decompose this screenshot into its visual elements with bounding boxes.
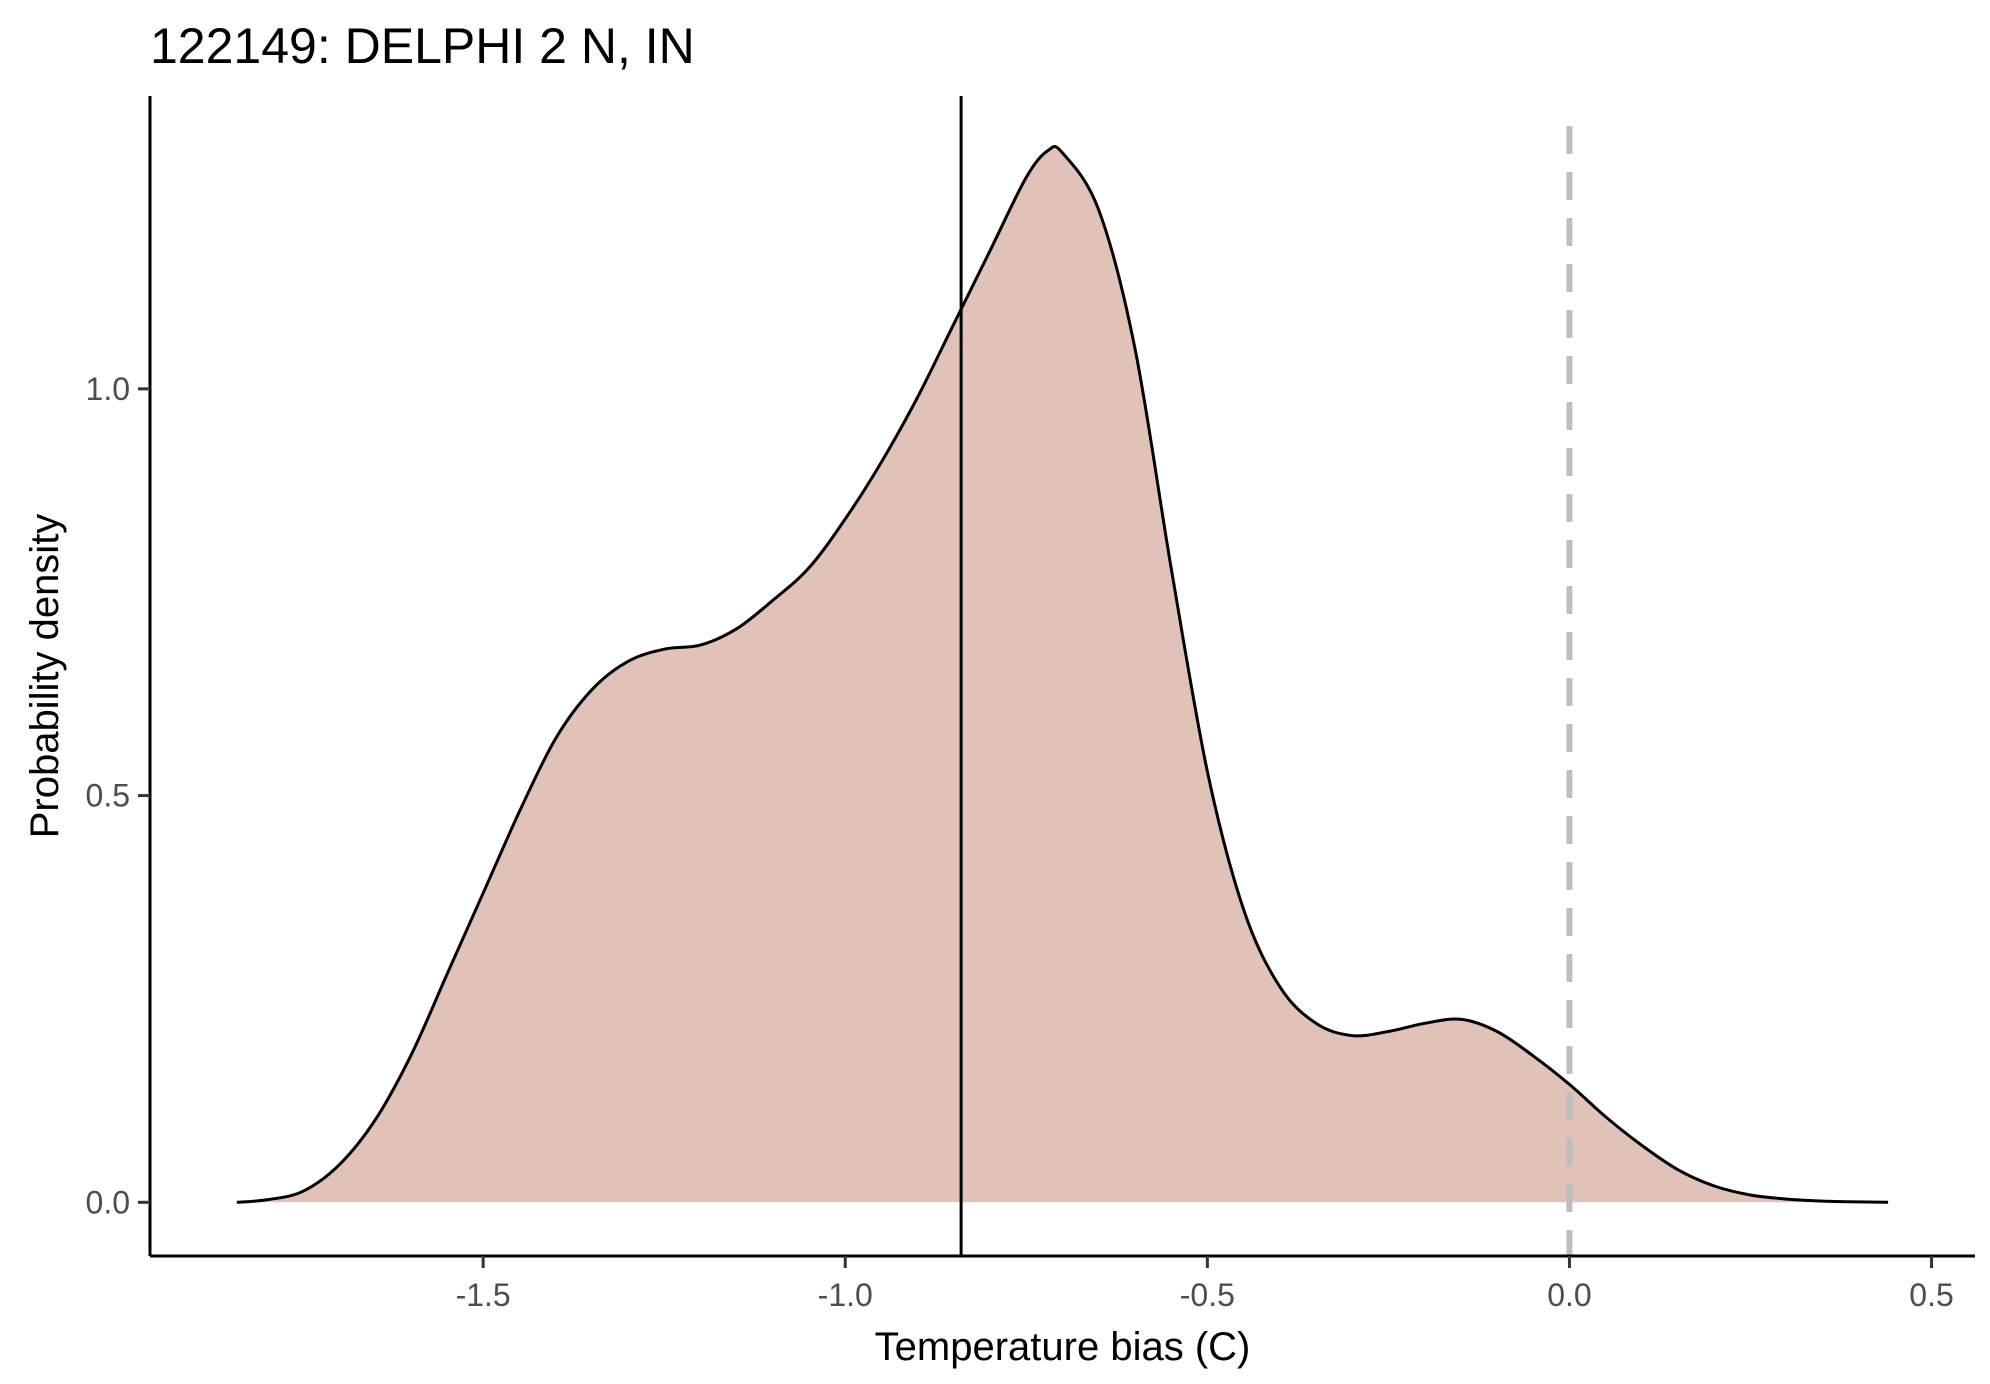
y-tick-label: 1.0 bbox=[86, 371, 130, 407]
density-curve bbox=[236, 144, 1889, 1204]
y-tick-label: 0.5 bbox=[86, 778, 130, 814]
x-tick-label: 0.0 bbox=[1547, 1277, 1591, 1313]
plot-area bbox=[236, 96, 1889, 1256]
x-tick-label: -0.5 bbox=[1180, 1277, 1235, 1313]
x-tick-label: -1.5 bbox=[456, 1277, 511, 1313]
x-axis-title: Temperature bias (C) bbox=[875, 1325, 1251, 1369]
y-axis-ticks: 0.0 0.5 1.0 bbox=[86, 371, 150, 1220]
x-tick-label: 0.5 bbox=[1909, 1277, 1953, 1313]
y-tick-label: 0.0 bbox=[86, 1184, 130, 1220]
y-axis-title: Probability density bbox=[23, 514, 67, 839]
x-tick-label: -1.0 bbox=[818, 1277, 873, 1313]
density-area bbox=[236, 146, 1889, 1203]
x-axis-ticks: -1.5 -1.0 -0.5 0.0 0.5 bbox=[456, 1256, 1954, 1313]
chart-title: 122149: DELPHI 2 N, IN bbox=[150, 18, 695, 74]
